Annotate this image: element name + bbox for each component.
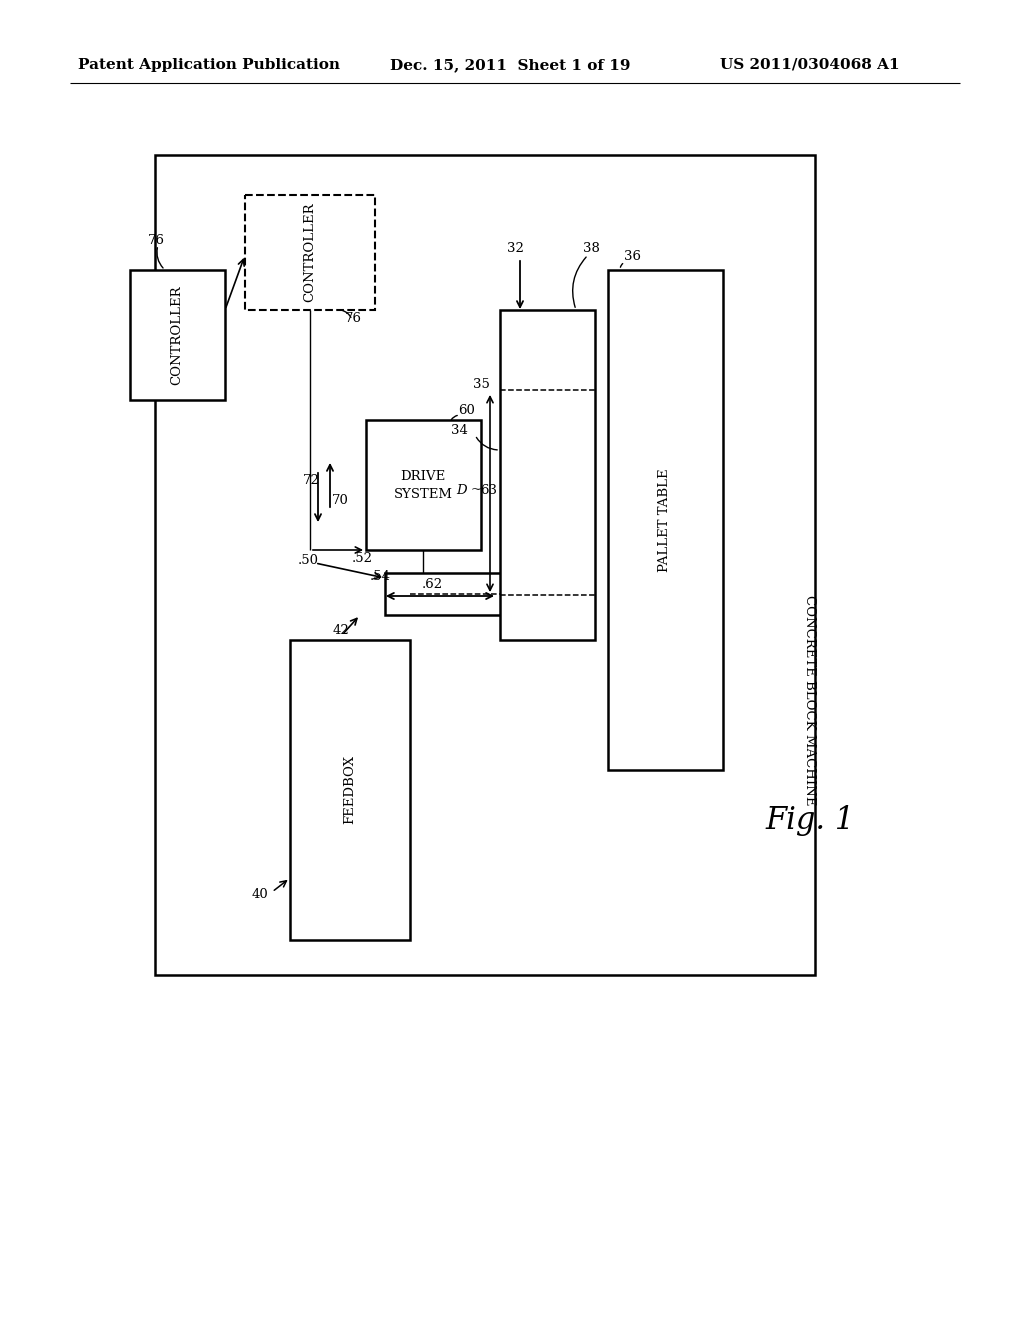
Text: 76: 76: [345, 312, 362, 325]
Text: CONCRETE BLOCK MACHINE: CONCRETE BLOCK MACHINE: [804, 595, 816, 805]
Text: 34: 34: [452, 424, 468, 437]
Text: US 2011/0304068 A1: US 2011/0304068 A1: [720, 58, 900, 73]
Bar: [245, 195, 375, 310]
Text: Dec. 15, 2011  Sheet 1 of 19: Dec. 15, 2011 Sheet 1 of 19: [390, 58, 631, 73]
Text: CONTROLLER: CONTROLLER: [303, 202, 316, 302]
Text: Fig. 1: Fig. 1: [765, 804, 855, 836]
Text: 42: 42: [333, 623, 350, 636]
Text: .52: .52: [352, 552, 373, 565]
Bar: [385, 573, 503, 615]
Text: D: D: [457, 483, 467, 496]
Text: PALLET TABLE: PALLET TABLE: [658, 469, 672, 572]
Text: FEEDBOX: FEEDBOX: [343, 755, 356, 825]
Text: 36: 36: [624, 251, 641, 264]
Text: ~: ~: [471, 483, 482, 496]
Text: Patent Application Publication: Patent Application Publication: [78, 58, 340, 73]
Text: 63: 63: [480, 483, 497, 496]
Text: 32: 32: [507, 242, 524, 255]
Text: .62: .62: [422, 578, 443, 591]
Text: 35: 35: [473, 379, 490, 392]
Bar: [155, 154, 815, 975]
Text: 70: 70: [332, 494, 349, 507]
Text: SYSTEM: SYSTEM: [393, 488, 453, 502]
Text: .50: .50: [298, 553, 319, 566]
Bar: [608, 271, 723, 770]
Text: CONTROLLER: CONTROLLER: [171, 285, 183, 385]
Text: 40: 40: [251, 888, 268, 902]
Text: DRIVE: DRIVE: [400, 470, 445, 483]
Text: .54: .54: [370, 570, 391, 583]
Text: 72: 72: [303, 474, 319, 487]
Text: 76: 76: [148, 234, 165, 247]
Bar: [290, 640, 410, 940]
Bar: [500, 310, 595, 640]
Bar: [366, 420, 481, 550]
Bar: [130, 271, 225, 400]
Text: 60: 60: [458, 404, 475, 417]
Text: 38: 38: [583, 242, 600, 255]
